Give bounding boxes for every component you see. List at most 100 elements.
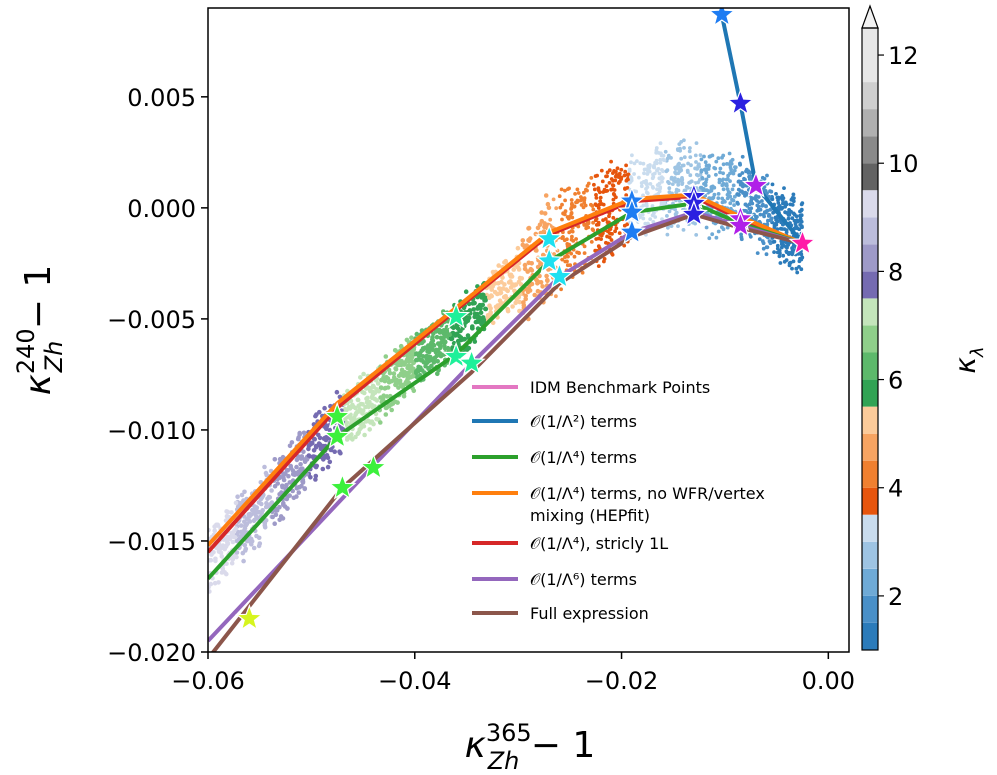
scatter-point xyxy=(798,223,803,227)
scatter-point xyxy=(654,158,659,163)
scatter-point xyxy=(567,230,572,235)
scatter-point xyxy=(799,252,804,257)
colorbar-segment xyxy=(862,298,878,326)
scatter-point xyxy=(739,232,743,237)
scatter-point xyxy=(343,416,348,422)
scatter-point xyxy=(410,350,416,356)
colorbar-tick-label: 12 xyxy=(888,42,919,70)
scatter-point xyxy=(208,581,214,587)
scatter-point xyxy=(661,157,665,162)
scatter-point xyxy=(677,161,681,166)
scatter-point xyxy=(327,459,333,465)
colorbar-segment xyxy=(862,433,878,461)
scatter-point xyxy=(678,148,682,153)
scatter-point xyxy=(346,404,352,410)
scatter-point xyxy=(490,320,496,326)
scatter-point xyxy=(770,182,775,187)
scatter-point xyxy=(372,390,378,396)
scatter-point xyxy=(712,192,717,197)
scatter-point xyxy=(728,201,733,206)
scatter-point xyxy=(694,233,699,237)
scatter-point xyxy=(658,161,663,165)
scatter-point xyxy=(749,206,754,211)
y-axis-title-rest: − 1 xyxy=(18,265,59,341)
scatter-point xyxy=(635,159,639,164)
scatter-point xyxy=(443,346,448,352)
scatter-point xyxy=(716,229,721,234)
scatter-point xyxy=(524,243,529,248)
scatter-point xyxy=(521,303,527,308)
scatter-point xyxy=(367,399,372,405)
scatter-point xyxy=(617,231,622,236)
scatter-point xyxy=(269,488,274,493)
scatter-point xyxy=(569,205,574,210)
scatter-point xyxy=(304,457,310,462)
scatter-point xyxy=(316,441,322,446)
scatter-point xyxy=(624,193,629,198)
scatter-point xyxy=(726,190,731,194)
scatter-point xyxy=(716,156,721,161)
scatter-point xyxy=(716,192,721,196)
scatter-point xyxy=(615,174,620,179)
x-tick-label: 0.00 xyxy=(802,667,855,695)
scatter-point xyxy=(371,384,377,390)
scatter-point xyxy=(766,214,771,218)
scatter-point xyxy=(744,167,749,172)
scatter-point xyxy=(471,307,477,312)
scatter-point xyxy=(299,454,305,459)
scatter-point xyxy=(369,394,375,399)
scatter-point xyxy=(366,419,372,424)
scatter-point xyxy=(627,181,632,185)
scatter-point xyxy=(515,245,521,251)
scatter-point xyxy=(420,354,426,359)
scatter-point xyxy=(413,370,419,376)
scatter-point xyxy=(496,263,502,268)
scatter-point xyxy=(768,207,773,212)
scatter-point xyxy=(546,205,552,210)
scatter-point xyxy=(431,331,436,336)
scatter-point xyxy=(559,187,564,192)
scatter-point xyxy=(760,239,765,244)
scatter-point xyxy=(784,245,788,249)
scatter-point xyxy=(365,385,371,390)
scatter-point xyxy=(654,148,659,153)
scatter-point xyxy=(243,546,249,552)
scatter-point xyxy=(605,170,610,175)
scatter-point xyxy=(267,495,273,500)
scatter-point xyxy=(561,211,566,216)
scatter-point xyxy=(596,220,601,225)
star-marker xyxy=(359,452,388,480)
scatter-point xyxy=(324,426,329,432)
scatter-point xyxy=(797,265,801,269)
scatter-point xyxy=(575,187,580,192)
scatter-point xyxy=(600,179,605,184)
legend-label: 𝒪(1/Λ⁴) terms, no WFR/vertex xyxy=(530,484,765,503)
star-marker xyxy=(741,171,770,198)
scatter-point xyxy=(765,173,769,178)
scatter-point xyxy=(648,217,653,222)
scatter-point xyxy=(273,512,279,518)
scatter-point xyxy=(257,541,263,546)
scatter-point xyxy=(790,248,795,253)
scatter-point xyxy=(353,412,358,418)
series-line xyxy=(208,210,804,643)
scatter-point xyxy=(657,189,662,194)
scatter-point xyxy=(669,177,674,181)
scatter-point xyxy=(729,167,733,172)
scatter-point xyxy=(688,146,692,150)
scatter-point xyxy=(676,180,681,185)
scatter-point xyxy=(704,225,709,230)
scatter-point xyxy=(391,371,397,376)
scatter-point xyxy=(786,216,791,221)
colorbar-segment xyxy=(862,379,878,407)
scatter-point xyxy=(211,550,216,555)
scatter-point xyxy=(563,198,567,203)
star-marker xyxy=(442,341,471,369)
scatter-point xyxy=(507,272,513,278)
scatter-point xyxy=(397,362,403,368)
scatter-point xyxy=(287,493,293,498)
scatter-point xyxy=(423,345,429,351)
scatter-point xyxy=(660,217,664,222)
scatter-point xyxy=(534,248,539,253)
scatter-point xyxy=(360,411,365,416)
